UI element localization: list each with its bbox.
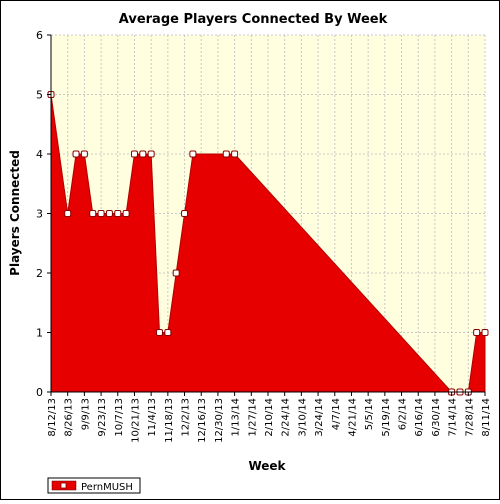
x-tick-label: 10/7/13	[114, 398, 125, 437]
data-point	[147, 150, 155, 158]
x-tick-label: 6/16/14	[414, 398, 425, 437]
x-tick-label: 3/10/14	[297, 398, 308, 437]
y-tick-label: 2	[36, 267, 43, 280]
data-point	[130, 150, 138, 158]
x-tick-label: 9/9/13	[80, 398, 91, 430]
x-tick-label: 9/23/13	[97, 398, 108, 437]
legend-label: PernMUSH	[81, 482, 133, 493]
x-tick-label: 5/19/14	[381, 398, 392, 437]
x-tick-label: 12/30/13	[214, 398, 225, 443]
x-tick-label: 4/7/14	[331, 398, 342, 430]
legend-marker	[60, 482, 67, 489]
x-tick-label: 12/2/13	[181, 398, 192, 437]
data-markers	[47, 91, 489, 396]
x-axis-ticks: 8/12/13 8/26/13 9/9/13 9/23/13 10/7/13 10/21/…	[47, 392, 492, 443]
x-axis-label: Week	[248, 459, 286, 473]
x-tick-label: 8/26/13	[64, 398, 75, 437]
chart-title: Average Players Connected By Week	[119, 12, 388, 27]
data-point	[473, 329, 481, 336]
x-tick-label: 3/24/14	[314, 398, 325, 437]
x-tick-label: 12/16/13	[197, 398, 208, 443]
y-tick-label: 0	[36, 386, 43, 399]
x-tick-label: 10/21/13	[130, 398, 141, 443]
data-point	[164, 329, 172, 336]
x-tick-label: 7/14/14	[448, 398, 459, 437]
x-tick-label: 2/24/14	[281, 398, 292, 437]
data-point	[80, 150, 88, 158]
data-point	[105, 210, 113, 217]
x-tick-label: 1/13/14	[231, 398, 242, 437]
data-point	[172, 269, 180, 277]
y-axis-ticks: 0 1 2 3 4 5 6	[36, 29, 51, 399]
y-tick-label: 4	[36, 148, 43, 161]
x-tick-label: 8/12/13	[47, 398, 58, 437]
data-point	[189, 150, 197, 158]
data-point	[139, 150, 147, 158]
data-point	[156, 329, 163, 336]
x-tick-label: 11/4/13	[147, 398, 158, 437]
y-tick-label: 3	[36, 208, 43, 221]
legend: PernMUSH	[47, 477, 141, 494]
x-tick-label: 4/21/14	[347, 398, 358, 437]
data-point	[181, 210, 189, 217]
x-tick-label: 11/18/13	[164, 398, 175, 443]
data-point	[97, 210, 105, 217]
data-point	[72, 150, 80, 158]
x-tick-label: 7/28/14	[464, 398, 475, 437]
data-point	[122, 210, 130, 217]
x-tick-label: 2/10/14	[264, 398, 275, 437]
x-tick-label: 8/11/14	[481, 398, 492, 437]
data-point	[89, 210, 97, 217]
data-point	[231, 150, 239, 158]
x-tick-label: 1/27/14	[247, 398, 258, 437]
x-tick-label: 5/5/14	[364, 398, 375, 430]
x-tick-label: 6/30/14	[431, 398, 442, 437]
x-tick-label: 6/2/14	[398, 398, 409, 430]
data-point	[64, 210, 72, 217]
data-point	[114, 210, 122, 217]
data-point	[222, 150, 230, 158]
data-point	[481, 329, 489, 336]
y-tick-label: 6	[36, 29, 43, 42]
y-tick-label: 1	[36, 327, 43, 340]
y-axis-label: Players Connected	[8, 150, 22, 276]
y-tick-label: 5	[36, 89, 43, 102]
